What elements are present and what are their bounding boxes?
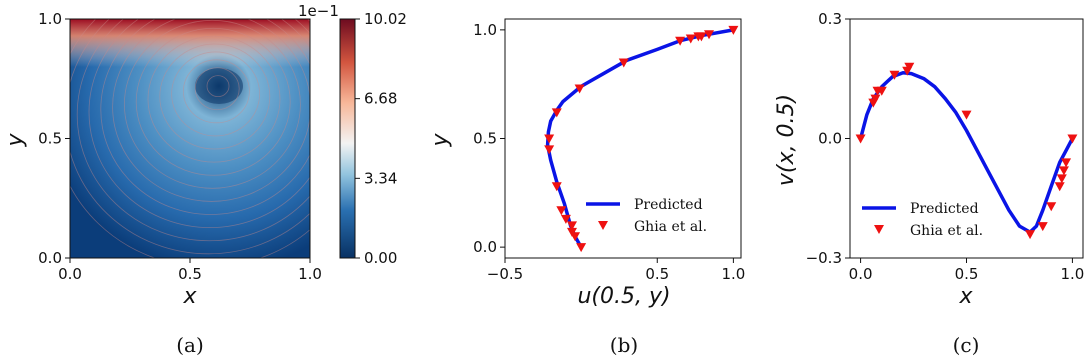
ghia-marker bbox=[618, 58, 629, 68]
y-tick-label: 0.0 bbox=[38, 249, 62, 267]
panel-c-xlabel: x bbox=[958, 284, 973, 309]
ghia-marker bbox=[1067, 134, 1078, 144]
vortex-core bbox=[195, 68, 243, 104]
y-tick-label: 0.5 bbox=[473, 130, 497, 148]
ghia-marker bbox=[1056, 174, 1067, 184]
legend-marker-swatch bbox=[598, 221, 608, 230]
ghia-marker bbox=[576, 243, 587, 253]
streamline bbox=[159, 43, 271, 150]
ghia-marker bbox=[728, 25, 739, 35]
ghia-marker bbox=[704, 30, 715, 40]
panel-b-plot bbox=[544, 25, 739, 253]
ghia-marker bbox=[1061, 158, 1072, 168]
ghia-marker bbox=[876, 86, 887, 96]
y-tick-label: 0.3 bbox=[818, 10, 842, 28]
panel-c-ylabel: v(x, 0.5) bbox=[774, 94, 799, 186]
x-tick-label: 1.0 bbox=[298, 265, 322, 283]
ghia-marker bbox=[560, 214, 571, 224]
legend-label-predicted: Predicted bbox=[634, 197, 703, 213]
legend-marker-swatch bbox=[874, 225, 884, 234]
panel-c-axes: 0.0 0.5 1.0 −0.3 0.0 0.3 bbox=[806, 10, 1085, 283]
colorbar-ticks: 0.00 3.34 6.68 10.02 bbox=[355, 10, 407, 267]
y-tick-label: −0.3 bbox=[806, 249, 842, 267]
panel-b: −0.5 0.5 1.0 0.0 0.5 1.0 Predicted Ghia et al… bbox=[428, 18, 745, 357]
colorbar-tick-label: 0.00 bbox=[364, 249, 397, 267]
x-tick-label: 0.0 bbox=[58, 265, 82, 283]
ghia-marker bbox=[1037, 222, 1048, 232]
x-tick-label: 1.0 bbox=[721, 265, 745, 283]
x-tick-label: 0.0 bbox=[849, 265, 873, 283]
ghia-marker bbox=[685, 34, 696, 44]
ghia-marker bbox=[904, 62, 915, 72]
y-tick-label: 0.5 bbox=[38, 130, 62, 148]
ghia-marker bbox=[675, 36, 686, 46]
panel-b-ylabel: y bbox=[428, 133, 453, 148]
panel-a-axes: 0.00.0 0.5 0.5 1.0 1.0 bbox=[38, 10, 322, 283]
predicted-line bbox=[858, 71, 1074, 234]
streamlines bbox=[70, 19, 310, 258]
streamline bbox=[88, 19, 310, 228]
streamline bbox=[194, 67, 240, 111]
ghia-marker bbox=[544, 134, 555, 144]
y-tick-label: 0.0 bbox=[473, 238, 497, 256]
panel-c-plot bbox=[855, 62, 1078, 240]
streamline bbox=[123, 19, 301, 189]
x-tick-label: 0.5 bbox=[955, 265, 979, 283]
panel-a-xlabel: x bbox=[182, 284, 197, 309]
ghia-marker bbox=[566, 221, 577, 231]
x-tick-label: −0.5 bbox=[487, 265, 523, 283]
panel-b-caption: (b) bbox=[610, 333, 638, 357]
panel-b-axes: −0.5 0.5 1.0 0.0 0.5 1.0 bbox=[473, 21, 745, 283]
panel-c: 0.0 0.5 1.0 −0.3 0.0 0.3 Predicted Ghia et al… bbox=[774, 10, 1084, 357]
y-tick-label: 0.0 bbox=[818, 130, 842, 148]
y-tick-label: 1.0 bbox=[38, 10, 62, 28]
ghia-marker bbox=[1058, 166, 1069, 176]
ghia-marker bbox=[1046, 202, 1057, 212]
streamline bbox=[135, 27, 291, 176]
legend-label-predicted: Predicted bbox=[910, 201, 979, 217]
panel-a-caption: (a) bbox=[176, 333, 204, 357]
streamline bbox=[171, 51, 261, 137]
ghia-marker bbox=[696, 32, 707, 42]
ghia-marker bbox=[870, 94, 881, 104]
ghia-marker bbox=[1054, 182, 1065, 192]
streamline bbox=[206, 75, 230, 98]
streamline bbox=[112, 19, 310, 202]
streamline bbox=[182, 59, 250, 124]
x-tick-label: 0.5 bbox=[178, 265, 202, 283]
ghia-marker bbox=[574, 84, 585, 94]
streamline bbox=[70, 19, 310, 255]
x-tick-label: 0.5 bbox=[645, 265, 669, 283]
colorbar bbox=[339, 18, 356, 259]
y-tick-label: 1.0 bbox=[473, 21, 497, 39]
ghia-marker bbox=[889, 70, 900, 80]
panel-c-legend: Predicted Ghia et al. bbox=[862, 201, 983, 239]
ghia-marker bbox=[961, 110, 972, 120]
ghia-marker bbox=[855, 134, 866, 144]
panel-a: 0.00.0 0.5 0.5 1.0 1.0 0.00 3.34 6.68 10.02 1e−… bbox=[3, 2, 407, 357]
streamline bbox=[100, 19, 310, 215]
colorbar-tick-label: 3.34 bbox=[364, 169, 397, 187]
ghia-marker bbox=[551, 182, 562, 192]
panel-c-caption: (c) bbox=[953, 333, 980, 357]
panel-b-xlabel: u(0.5, y) bbox=[577, 284, 670, 309]
predicted-line bbox=[545, 28, 734, 248]
ghia-marker bbox=[544, 145, 555, 155]
legend-label-ghia: Ghia et al. bbox=[634, 219, 707, 235]
ghia-marker bbox=[551, 108, 562, 118]
streamline bbox=[76, 19, 310, 242]
ghia-marker bbox=[1025, 230, 1036, 240]
ghia-marker bbox=[556, 206, 567, 216]
panel-b-legend: Predicted Ghia et al. bbox=[586, 197, 707, 235]
streamline bbox=[147, 35, 281, 163]
colorbar-tick-label: 6.68 bbox=[364, 90, 397, 108]
colorbar-tick-label: 10.02 bbox=[364, 10, 407, 28]
ghia-marker bbox=[566, 227, 577, 237]
lid-shear-layer bbox=[70, 19, 310, 67]
x-tick-label: 1.0 bbox=[1060, 265, 1084, 283]
legend-label-ghia: Ghia et al. bbox=[910, 223, 983, 239]
panel-a-ylabel: y bbox=[3, 133, 28, 148]
colorbar-exponent: 1e−1 bbox=[298, 2, 339, 20]
